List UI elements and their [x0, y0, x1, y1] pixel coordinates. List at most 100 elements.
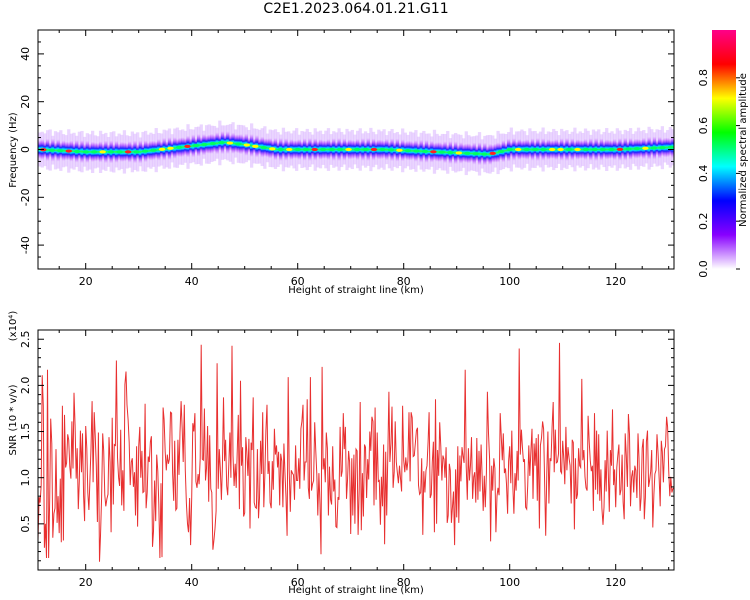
heatmap-peak: [150, 148, 157, 152]
heatmap-ridge-cell: [157, 139, 161, 161]
colorbar-tick-label: 0.4: [697, 165, 710, 183]
heatmap-ridge-cell: [469, 144, 474, 163]
heatmap-peak: [464, 151, 471, 155]
heatmap-peak: [379, 147, 386, 152]
x-tick-label: 20: [79, 275, 93, 288]
heatmap-peak: [548, 147, 556, 152]
spectrogram-x-axis-label: Height of straight line (km): [288, 285, 424, 296]
heatmap-ridge-cell: [554, 139, 558, 160]
heatmap-ridge-cell: [443, 141, 447, 164]
x-tick-label: 120: [605, 275, 626, 288]
x-tick-label: 40: [185, 576, 199, 589]
heatmap-ridge-cell: [231, 132, 235, 154]
heatmap-peak: [302, 147, 310, 152]
heatmap-peak: [252, 144, 259, 148]
heatmap-peak: [498, 149, 505, 154]
heatmap-peak: [260, 145, 267, 150]
heatmap-ridge-cell: [292, 140, 296, 159]
heatmap-peak: [124, 150, 132, 154]
heatmap-peak: [201, 142, 208, 147]
heatmap-peak: [167, 146, 174, 150]
heatmap-ridge-cell: [647, 136, 651, 160]
heatmap-peak: [531, 147, 539, 152]
heatmap-peak: [404, 149, 412, 153]
heatmap-ridge-cell: [427, 143, 431, 160]
snr-series-line: [38, 342, 674, 562]
heatmap-peak: [107, 150, 115, 154]
heatmap-peak: [74, 149, 81, 154]
spectrogram-ticks: 20 40 60 80 100 120 -40 -20 0 20 40: [19, 30, 674, 288]
colorbar-tick-label: 0.6: [697, 117, 710, 135]
colorbar-tick-label: 0.0: [697, 260, 710, 278]
heatmap-peak: [387, 148, 395, 152]
heatmap-ridge-cell: [104, 140, 108, 164]
heatmap-peak: [336, 147, 344, 152]
heatmap-ridge-cell: [528, 141, 532, 158]
heatmap-peak: [633, 147, 641, 151]
heatmap-ridge-cell: [435, 142, 439, 162]
heatmap-ridge-cell: [504, 142, 508, 159]
heatmap-peak: [455, 151, 463, 155]
heatmap-peak: [345, 147, 352, 152]
heatmap-ridge-cell: [488, 143, 492, 165]
heatmap-peak: [557, 147, 564, 152]
heatmap-peak: [328, 147, 335, 152]
heatmap-peak: [57, 149, 64, 153]
heatmap-peak: [616, 147, 624, 151]
heatmap-ridge-cell: [88, 143, 92, 161]
snr-y-axis-label: SNR (10 * v/v): [8, 384, 19, 455]
x-tick-label: 60: [291, 576, 305, 589]
snr-ticks: 20 40 60 80 100 120 0.5 1.0 1.5 2.0 2.5: [19, 330, 674, 589]
heatmap-ridge-cell: [546, 139, 551, 160]
heatmap-peak: [574, 147, 581, 152]
heatmap-ridge-cell: [53, 142, 58, 159]
heatmap-ridge-cell: [613, 138, 617, 161]
y-tick-label: -20: [19, 188, 32, 206]
heatmap-peak: [243, 143, 251, 147]
heatmap-ridge-cell: [358, 141, 362, 158]
x-tick-label: 120: [605, 576, 626, 589]
x-tick-label: 60: [291, 275, 305, 288]
heatmap-peak: [269, 147, 276, 151]
heatmap-ridge-cell: [385, 138, 389, 161]
heatmap-ridge-cell: [207, 134, 211, 154]
heatmap-peak: [99, 150, 106, 154]
colorbar-tick-label: 0.2: [697, 212, 710, 230]
snr-x-axis-label: Height of straight line (km): [288, 585, 424, 596]
heatmap-peak: [642, 146, 649, 150]
page-title: C2E1.2023.064.01.21.G11: [263, 1, 449, 17]
heatmap-peak: [48, 148, 55, 152]
spectrogram-heatmap: [38, 120, 674, 176]
heatmap-ridge-cell: [639, 139, 643, 158]
heatmap-peak: [294, 147, 301, 152]
y-tick-label: 1.5: [19, 423, 32, 441]
heatmap-peak: [133, 150, 140, 154]
heatmap-peak: [565, 147, 573, 152]
heatmap-peak: [506, 147, 513, 152]
y-tick-label: 0.5: [19, 515, 32, 533]
heatmap-peak: [90, 150, 98, 154]
heatmap-ridge-cell: [273, 137, 278, 161]
spectrogram-y-axis-label: Frequency (Hz): [8, 112, 19, 188]
heatmap-ridge-cell: [477, 142, 482, 166]
colorbar-tick-label: 0.8: [697, 69, 710, 87]
heatmap-peak: [659, 145, 666, 150]
heatmap-peak: [370, 147, 378, 152]
y-tick-label: 2.5: [19, 330, 32, 348]
heatmap-peak: [591, 147, 598, 152]
heatmap-ridge-cell: [334, 141, 339, 158]
y-tick-label: 1.0: [19, 469, 32, 487]
heatmap-peak: [514, 147, 522, 152]
heatmap-ridge-cell: [257, 138, 262, 155]
heatmap-ridge-cell: [223, 134, 227, 150]
heatmap-ridge-cell: [419, 139, 423, 163]
heatmap-peak: [608, 147, 615, 152]
heatmap-peak: [286, 147, 293, 152]
y-tick-label: 20: [19, 95, 32, 109]
spectrogram-panel: 20 40 60 80 100 120 -40 -20 0 20 40 Height of stra…: [8, 29, 675, 296]
y-tick-label: 2.0: [19, 377, 32, 395]
heatmap-peak: [582, 147, 590, 152]
x-tick-label: 100: [499, 576, 520, 589]
heatmap-ridge-cell: [308, 138, 312, 161]
